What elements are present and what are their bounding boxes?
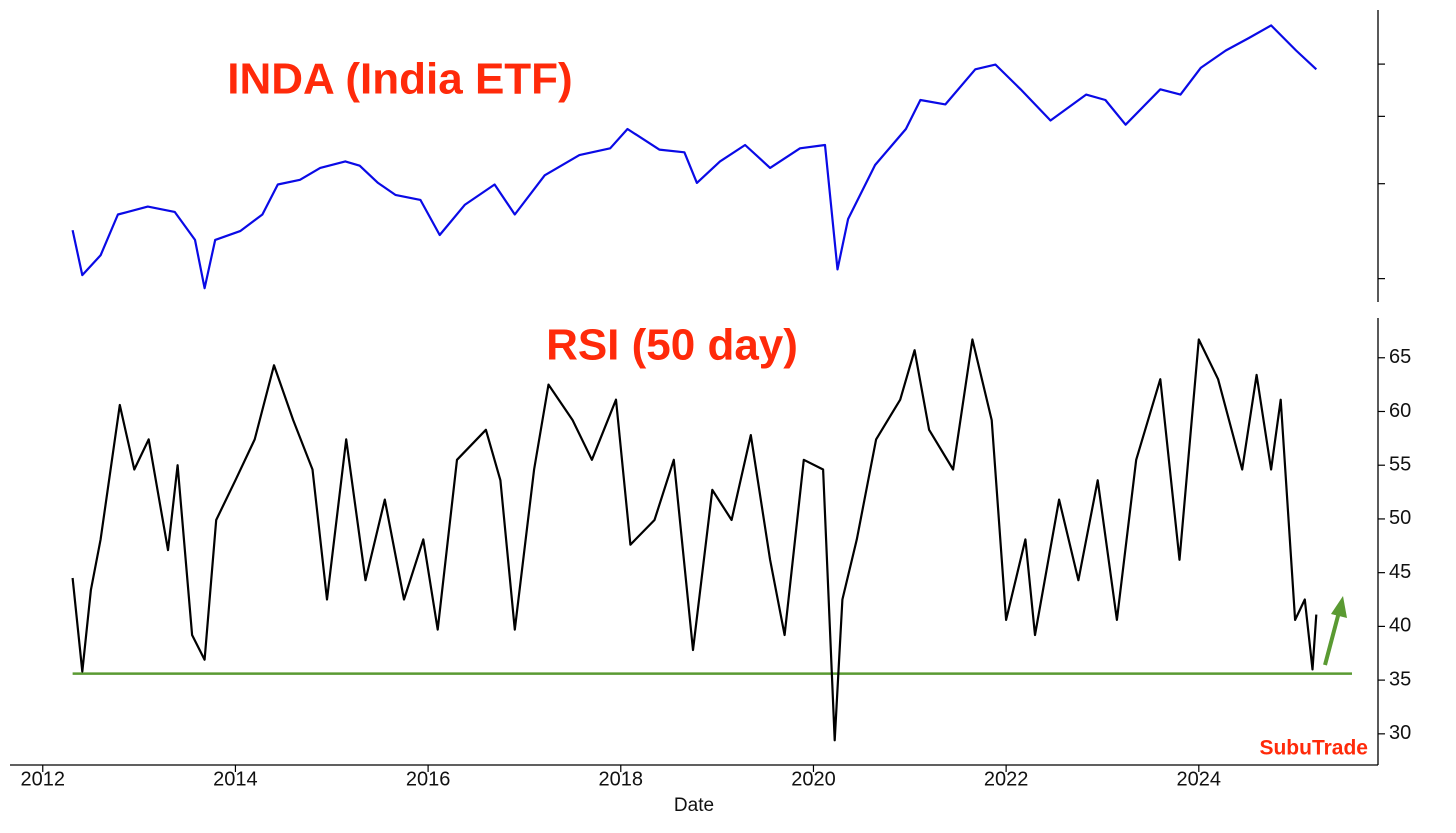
arrow: [1323, 611, 1341, 666]
arrow-head: [1331, 596, 1347, 618]
x-tick-label: 2024: [1177, 768, 1222, 790]
line-series: [71, 338, 1318, 742]
y-tick-label: 45: [1389, 561, 1411, 583]
chart-title: RSI (50 day): [546, 321, 798, 370]
y-tick-label: 35: [1389, 668, 1411, 690]
y-tick-label: 65: [1389, 346, 1411, 368]
x-tick-label: 2014: [213, 768, 258, 790]
line-series: [71, 24, 1318, 290]
y-tick-label: 50: [1389, 507, 1411, 529]
x-axis-label: Date: [674, 795, 714, 816]
y-tick-label: 30: [1389, 722, 1411, 744]
x-tick-label: 2018: [599, 768, 644, 790]
y-tick-label: 55: [1389, 453, 1411, 475]
y-tick-label: 40: [1389, 615, 1411, 637]
x-tick-label: 2016: [406, 768, 451, 790]
y-tick-label: 60: [1389, 400, 1411, 422]
chart-title: INDA (India ETF): [227, 55, 572, 104]
watermark: SubuTrade: [1259, 737, 1368, 760]
x-tick-label: 2020: [791, 768, 836, 790]
x-tick-label: 2022: [984, 768, 1029, 790]
x-tick-label: 2012: [21, 768, 66, 790]
